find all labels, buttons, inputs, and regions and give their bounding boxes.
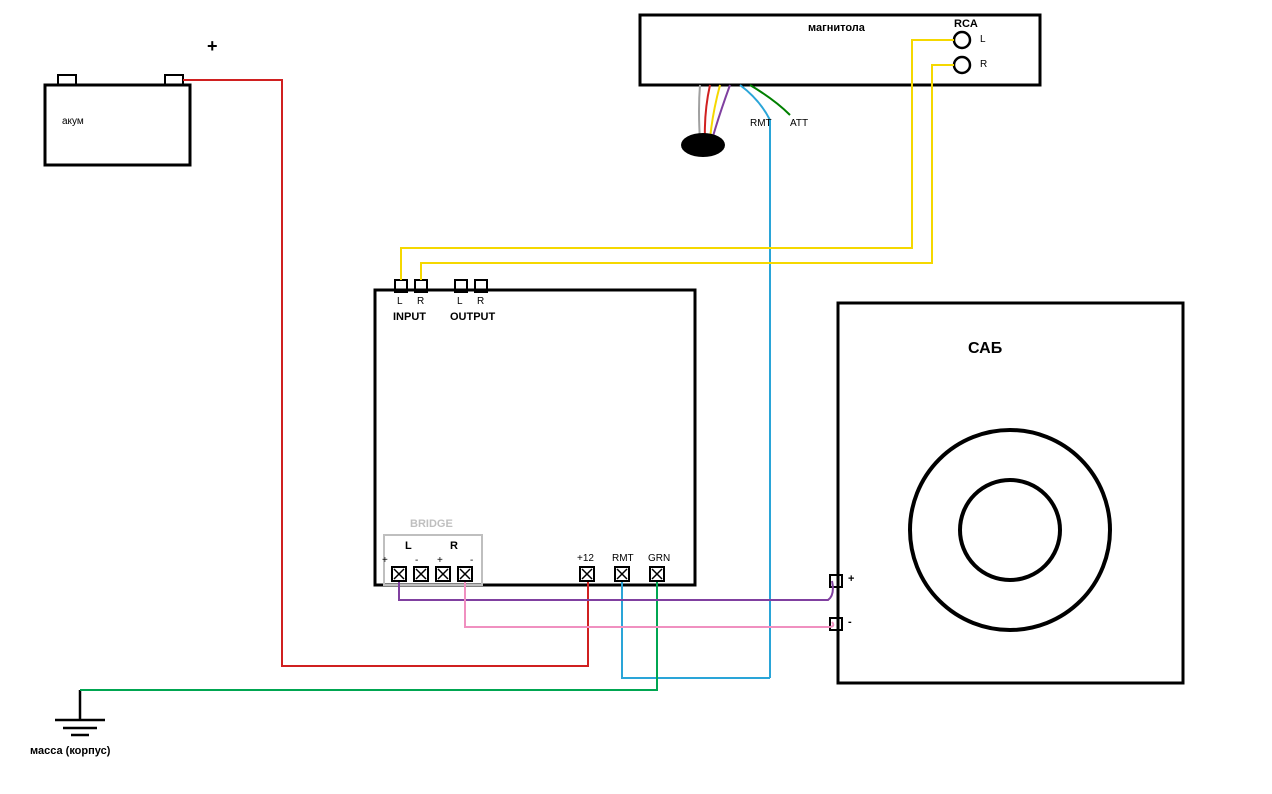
grn-label: GRN <box>648 553 670 564</box>
amp-box <box>375 290 695 585</box>
sub-speaker-inner <box>960 480 1060 580</box>
amp-r2: R <box>477 296 484 307</box>
b-plus2: + <box>437 555 443 566</box>
rca-l-jack <box>954 32 970 48</box>
b-minus1: - <box>415 555 418 566</box>
rmt-label: RMT <box>750 118 772 129</box>
ground-label: масса (корпус) <box>30 745 110 757</box>
bridge-box <box>384 535 482 585</box>
rca-label: RCA <box>954 18 978 30</box>
wire-blue-rmt <box>622 582 770 678</box>
wire-red-power <box>183 80 588 666</box>
wire-yellow-l <box>401 40 954 280</box>
wire-pink-speaker <box>465 582 833 627</box>
sub-label: САБ <box>968 340 1002 358</box>
sub-minus: - <box>848 616 852 628</box>
bridge-l: L <box>405 540 412 552</box>
headunit-label: магнитола <box>808 22 865 34</box>
output-label: OUTPUT <box>450 311 495 323</box>
plus-label: + <box>207 36 218 57</box>
bridge-label: BRIDGE <box>410 518 453 530</box>
sub-box <box>838 303 1183 683</box>
sub-term-minus <box>830 618 842 630</box>
sub-speaker-outer <box>910 430 1110 630</box>
rca-r-label: R <box>980 59 987 70</box>
rca-l-label: L <box>980 34 986 45</box>
connector-plug <box>681 133 725 157</box>
amp-rmt-label: RMT <box>612 553 634 564</box>
harness-wires <box>699 85 790 678</box>
battery-label: акум <box>62 116 84 127</box>
input-label: INPUT <box>393 311 426 323</box>
amp-r1: R <box>417 296 424 307</box>
p12-label: +12 <box>577 553 594 564</box>
b-minus2: - <box>470 555 473 566</box>
amp-l2: L <box>457 296 463 307</box>
att-label: ATT <box>790 118 808 129</box>
bridge-r: R <box>450 540 458 552</box>
wire-green-ground <box>80 582 657 690</box>
sub-plus: + <box>848 573 854 585</box>
rca-r-jack <box>954 57 970 73</box>
b-plus1: + <box>382 555 388 566</box>
wiring-diagram <box>0 0 1272 794</box>
amp-l1: L <box>397 296 403 307</box>
